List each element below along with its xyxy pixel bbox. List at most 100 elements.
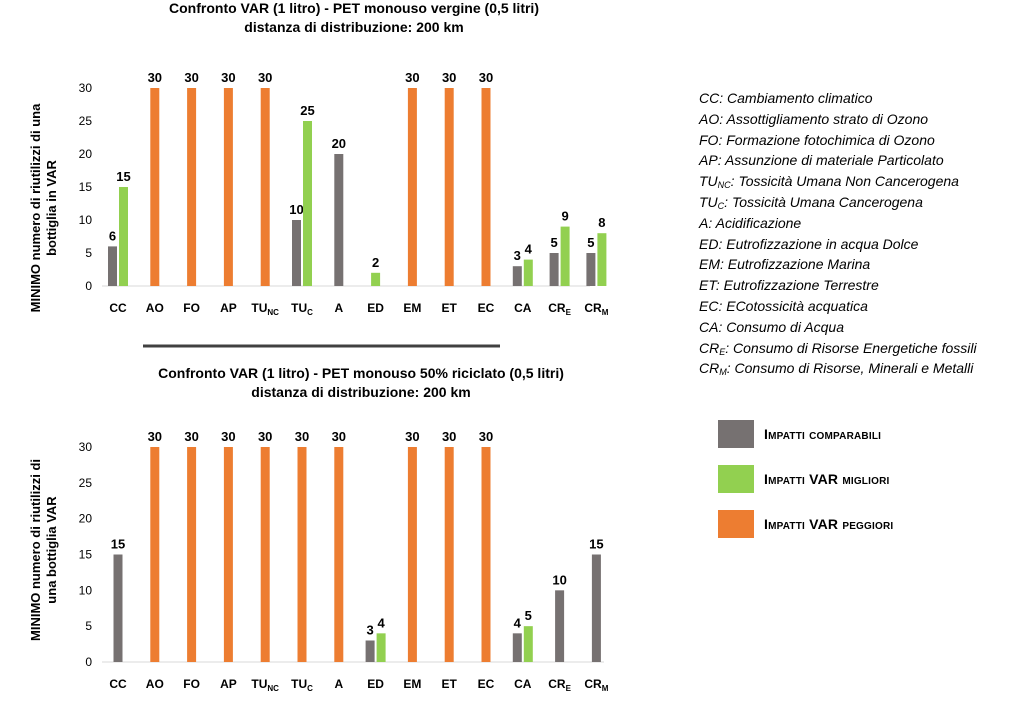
glossary-description: : Assunzione di materiale Particolato <box>717 152 944 169</box>
x-tick-label-main: CR <box>584 301 602 315</box>
y-tick-label: 10 <box>79 583 93 597</box>
bar <box>223 88 233 286</box>
bar <box>292 220 301 286</box>
y-axis-label-line: MINIMO numero di riutilizzi di <box>28 459 43 641</box>
x-tick-label-main: CR <box>548 677 566 691</box>
glossary-abbr: TU <box>699 193 718 210</box>
x-tick-label: TUNC <box>251 301 279 317</box>
x-tick-label: CRM <box>584 301 608 317</box>
glossary-abbr: CC <box>699 90 720 106</box>
x-tick-label-main: AO <box>146 301 164 315</box>
x-tick-label: AO <box>146 301 164 315</box>
glossary-item: CA: Consumo di Acqua <box>699 317 977 338</box>
legend-label: Impatti comparabili <box>764 426 882 442</box>
x-tick-label-main: A <box>334 677 343 691</box>
data-label: 4 <box>525 242 533 257</box>
x-tick-label: AP <box>220 301 237 315</box>
x-tick-label: TUC <box>291 677 313 693</box>
y-tick-label: 30 <box>79 440 93 454</box>
glossary-description: : Consumo di Acqua <box>718 318 845 335</box>
x-tick-label: AO <box>146 677 164 691</box>
y-tick-label: 0 <box>85 655 92 669</box>
data-label: 10 <box>289 202 303 217</box>
glossary-description: : Consumo di Risorse Energetiche fossili <box>725 339 977 356</box>
x-tick-label-main: EC <box>478 677 495 691</box>
glossary-abbr: TU <box>699 173 718 190</box>
glossary-description: : Tossicità Umana Non Cancerogena <box>730 173 959 190</box>
data-label: 30 <box>258 429 272 444</box>
chart-2: Confronto VAR (1 litro) - PET monouso 50… <box>28 365 609 693</box>
bar <box>523 626 533 662</box>
data-label: 30 <box>148 429 162 444</box>
data-label: 30 <box>148 70 162 85</box>
legend: Impatti comparabili Impatti VAR migliori I… <box>718 420 893 555</box>
data-label: 9 <box>561 209 568 224</box>
x-tick-label-main: TU <box>291 301 307 315</box>
data-label: 8 <box>598 215 605 230</box>
bar <box>371 272 381 286</box>
x-tick-label-main: ET <box>442 677 458 691</box>
glossary-item: CC: Cambiamento climatico <box>699 88 977 109</box>
chart-1: Confronto VAR (1 litro) - PET monouso ve… <box>28 0 609 317</box>
bar <box>512 266 522 286</box>
bar <box>444 447 454 662</box>
x-tick-label-subscript: M <box>602 684 609 693</box>
x-tick-label: EM <box>403 301 421 315</box>
glossary-abbr: FO <box>699 131 719 148</box>
x-tick-label-subscript: NC <box>267 684 279 693</box>
bar <box>108 246 117 286</box>
glossary-item: TUNC: Tossicità Umana Non Cancerogena <box>699 171 977 192</box>
y-tick-label: 5 <box>85 619 92 633</box>
x-tick-label-subscript: NC <box>267 308 279 317</box>
data-label: 10 <box>552 572 566 587</box>
x-tick-label-main: CC <box>109 677 127 691</box>
glossary-description: : Tossicità Umana Cancerogena <box>724 193 923 210</box>
x-tick-label-main: AP <box>220 677 237 691</box>
data-label: 5 <box>550 235 557 250</box>
x-tick-label: CRM <box>584 677 608 693</box>
bar <box>260 447 270 662</box>
legend-item: Impatti comparabili <box>718 420 893 448</box>
x-tick-label: CRE <box>548 301 571 317</box>
glossary-description: : Assottigliamento strato di Ozono <box>719 110 929 127</box>
glossary-item: EM: Eutrofizzazione Marina <box>699 254 977 275</box>
glossary-abbr: A <box>699 214 709 231</box>
y-tick-label: 15 <box>79 180 93 194</box>
glossary-item: AO: Assottigliamento strato di Ozono <box>699 109 977 130</box>
x-tick-label-main: CR <box>548 301 566 315</box>
glossary-abbr: EM <box>699 256 720 273</box>
x-tick-label-main: FO <box>183 301 200 315</box>
glossary-abbr: ED <box>699 235 719 252</box>
bar <box>407 88 417 286</box>
x-tick-label: TUNC <box>251 677 279 693</box>
bar <box>512 633 522 662</box>
bar <box>365 640 375 662</box>
bar <box>187 88 197 286</box>
x-tick-label: ET <box>442 677 458 691</box>
data-label: 15 <box>589 537 603 552</box>
y-tick-label: 30 <box>79 81 93 95</box>
y-axis-label: MINIMO numero di riutilizzi diuna bottig… <box>28 459 59 641</box>
x-tick-label: CC <box>109 301 127 315</box>
data-label: 30 <box>184 429 198 444</box>
glossary-description: : Formazione fotochimica di Ozono <box>718 131 935 148</box>
data-label: 30 <box>332 429 346 444</box>
legend-swatch <box>718 420 754 448</box>
y-tick-label: 0 <box>85 279 92 293</box>
glossary-item: TUC: Tossicità Umana Cancerogena <box>699 192 977 213</box>
glossary-item: ED: Eutrofizzazione in acqua Dolce <box>699 234 977 255</box>
y-tick-label: 25 <box>79 114 93 128</box>
x-tick-label-main: A <box>334 301 343 315</box>
bar <box>297 447 307 662</box>
bar <box>334 447 344 662</box>
data-label: 5 <box>587 235 594 250</box>
data-label: 2 <box>372 255 379 270</box>
data-label: 30 <box>479 429 493 444</box>
bar <box>376 633 386 662</box>
x-tick-label-main: CA <box>514 301 532 315</box>
x-tick-label-main: FO <box>183 677 200 691</box>
bar <box>597 233 607 286</box>
data-label: 4 <box>514 615 522 630</box>
glossary-description: : ECotossicità acquatica <box>718 297 868 314</box>
bar <box>523 259 533 286</box>
